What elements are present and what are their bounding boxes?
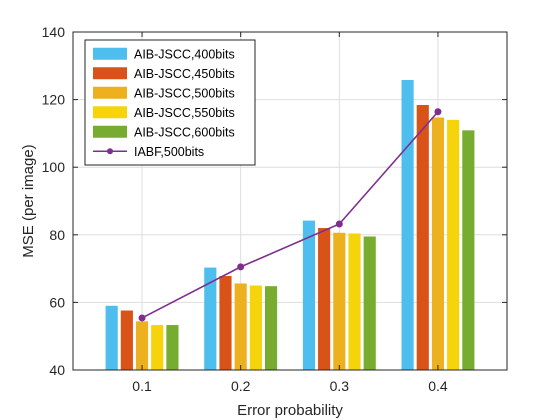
- bar: [363, 236, 376, 370]
- bar: [302, 220, 316, 370]
- bar: [166, 325, 179, 370]
- data-point: [335, 220, 343, 228]
- axes: 40 60 80 100 120 140 0.1 0.2 0.3 0.4: [42, 24, 507, 394]
- y-axis-title: MSE (per image): [20, 144, 37, 257]
- legend-swatch: [93, 106, 127, 119]
- bar: [447, 119, 460, 370]
- data-point: [237, 263, 245, 271]
- legend-swatch: [93, 125, 127, 138]
- bar: [249, 285, 262, 370]
- bar: [416, 105, 429, 371]
- y-tick-label: 100: [42, 159, 66, 175]
- legend-swatch: [93, 67, 127, 80]
- y-tick-label: 60: [49, 294, 65, 310]
- x-tick-label: 0.2: [231, 378, 251, 394]
- legend-marker: [107, 148, 113, 155]
- legend-swatch: [93, 86, 127, 99]
- y-tick-label: 120: [42, 92, 66, 108]
- legend-swatch: [93, 47, 127, 60]
- bar: [151, 325, 164, 370]
- bar: [264, 286, 278, 370]
- y-tick-label: 140: [42, 24, 66, 40]
- legend-label: AIB-JSCC,500bits: [134, 86, 235, 100]
- legend-label: AIB-JSCC,450bits: [134, 67, 235, 81]
- bar: [105, 305, 118, 370]
- legend-label: AIB-JSCC,550bits: [134, 106, 235, 120]
- bar: [431, 117, 445, 370]
- data-point: [138, 314, 146, 322]
- bar: [120, 310, 133, 370]
- y-tick-label: 80: [49, 227, 65, 243]
- data-point: [434, 108, 442, 116]
- legend-box: [84, 39, 256, 166]
- bar: [462, 130, 475, 370]
- bar: [234, 283, 247, 370]
- bar: [401, 79, 414, 370]
- bar: [204, 267, 217, 370]
- y-tick-label: 40: [49, 362, 65, 378]
- line-series: [138, 108, 442, 322]
- bar: [348, 233, 361, 370]
- legend-label: IABF,500bits: [134, 145, 204, 159]
- plot-frame: [72, 31, 508, 371]
- legend-label: AIB-JSCC,600bits: [134, 125, 235, 139]
- legend: AIB-JSCC,400bits AIB-JSCC,450bits AIB-JSCC…: [84, 39, 256, 166]
- series-line: [141, 111, 439, 319]
- bar: [318, 228, 331, 370]
- bars: [105, 79, 475, 371]
- x-tick-label: 0.4: [428, 378, 448, 394]
- bar: [135, 321, 149, 370]
- legend-label: AIB-JSCC,400bits: [134, 47, 235, 61]
- bar: [333, 232, 346, 370]
- x-tick-label: 0.1: [132, 378, 152, 394]
- bar: [219, 276, 232, 370]
- x-axis-title: Error probability: [237, 402, 343, 419]
- x-tick-label: 0.3: [330, 378, 350, 394]
